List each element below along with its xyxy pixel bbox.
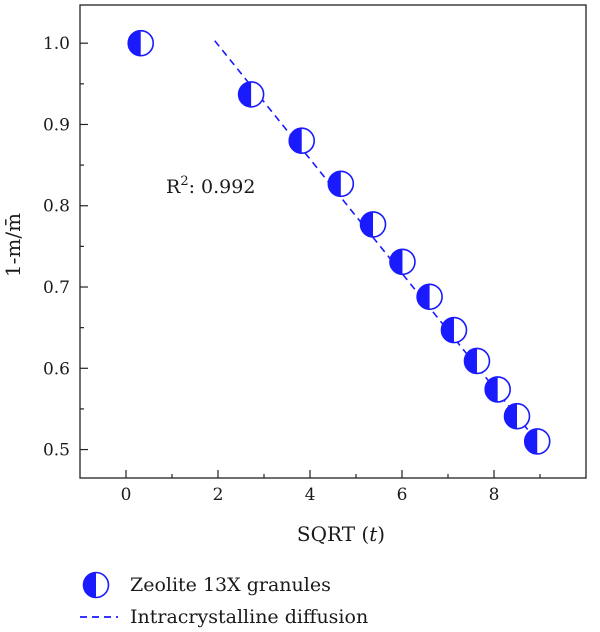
x-tick-label: 0 [121,485,132,505]
y-tick-label: 1.0 [43,34,70,54]
r-squared-value: : 0.992 [189,176,256,198]
y-tick-label: 0.8 [43,197,70,217]
r-squared-base: R [166,176,181,198]
r-squared-annotation: R2: 0.992 [166,174,255,198]
data-point [288,127,316,155]
data-point [463,347,491,375]
y-axis-title: 1-m/m̄ [1,213,25,277]
data-point [484,376,511,403]
legend-label-diffusion: Intracrystalline diffusion [130,606,368,628]
fit-line [214,40,538,442]
y-tick-label: 0.7 [43,278,70,298]
data-point [523,428,551,455]
legend-marker-zeolite [82,571,110,599]
data-point [327,170,355,198]
data-point [127,29,155,57]
legend-marker-symbol [82,571,110,599]
legend-label-zeolite: Zeolite 13X granules [130,574,331,596]
x-tick-label: 8 [489,485,500,505]
x-axis-ticks: 0 2 4 6 8 [121,470,541,505]
y-tick-label: 0.6 [43,359,70,379]
x-tick-label: 6 [397,485,408,505]
legend: Zeolite 13X granules Intracrystalline di… [80,571,368,628]
data-point [237,81,265,108]
plot-frame [79,4,587,479]
data-point [359,211,387,238]
x-tick-label: 4 [305,485,316,505]
data-point [389,248,416,276]
data-point [503,402,531,430]
x-axis-title-close: ) [377,522,385,546]
x-tick-label: 2 [213,485,224,505]
y-tick-label: 0.9 [43,115,70,135]
x-axis-title-variable: t [369,522,378,546]
x-axis-title-main: SQRT ( [297,522,369,546]
y-tick-label: 0.5 [43,441,70,461]
data-point [416,283,443,311]
data-point [440,316,468,344]
data-points-layer [127,29,551,455]
y-axis-ticks: 0.5 0.6 0.7 0.8 0.9 1.0 [43,34,88,461]
fit-line-layer [214,40,538,442]
x-axis-title: SQRT (t) [297,522,385,546]
r-squared-superscript: 2 [180,174,188,189]
